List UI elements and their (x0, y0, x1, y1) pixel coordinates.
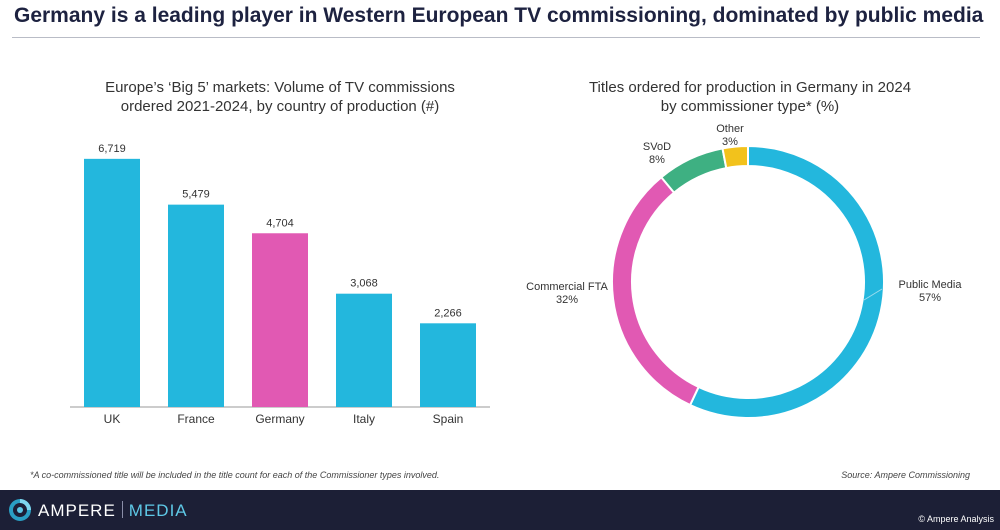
donut-slice-percent: 57% (919, 292, 941, 304)
brand-name-part2: MEDIA (128, 501, 188, 520)
charts-canvas: 6,719 UK 5,479 France 4,704 Germany 3,068 Italy… (70, 123, 963, 426)
bar-france (168, 204, 224, 407)
bar-value-label: 3,068 (350, 278, 378, 290)
bar-uk (84, 158, 140, 407)
donut-chart-title-line2: by commissioner type* (%) (660, 98, 840, 115)
page-title: Germany is a leading player in Western E… (14, 4, 984, 27)
bar-category-label: France (177, 412, 215, 426)
bar-chart-title-line2: ordered 2021-2024, by country of product… (120, 98, 440, 115)
donut-slice-public-media (688, 144, 885, 419)
donut-slice-percent: 3% (722, 136, 738, 148)
donut-slice-label: SVoD (643, 141, 671, 153)
donut-slice-label: Other (716, 123, 744, 135)
donut-slice-other (721, 144, 749, 170)
bar-chart-title: Europe’s ‘Big 5’ markets: Volume of TV c… (60, 78, 500, 116)
donut-leader-line (863, 288, 883, 301)
donut-slice-percent: 32% (556, 294, 578, 306)
donut-slice-label: Commercial FTA (526, 281, 608, 293)
bar-italy (336, 293, 392, 407)
bar-spain (420, 323, 476, 407)
bar-category-label: UK (104, 412, 121, 426)
bar-category-label: Spain (433, 412, 464, 426)
donut-slice-label: Public Media (899, 279, 963, 291)
footnote: *A co-commissioned title will be include… (30, 470, 440, 480)
bar-value-label: 4,704 (266, 217, 294, 229)
bar-category-label: Germany (255, 412, 304, 426)
ampere-logo-icon (9, 499, 31, 521)
donut-slice-commercial-fta (611, 175, 700, 407)
donut-chart-title: Titles ordered for production in Germany… (530, 78, 970, 116)
bar-chart: 6,719 UK 5,479 France 4,704 Germany 3,068 Italy… (70, 143, 490, 426)
brand-name: AMPERE MEDIA (38, 501, 188, 521)
bar-value-label: 5,479 (182, 189, 210, 201)
bar-category-label: Italy (353, 412, 375, 426)
brand-name-part1: AMPERE (38, 501, 116, 520)
bar-chart-title-line1: Europe’s ‘Big 5’ markets: Volume of TV c… (105, 79, 455, 96)
bar-value-label: 6,719 (98, 143, 126, 155)
bar-value-label: 2,266 (434, 307, 462, 319)
donut-slice-svod (659, 147, 728, 195)
donut-slice-percent: 8% (649, 154, 665, 166)
source-note: Source: Ampere Commissioning (841, 470, 970, 480)
footer-bar: AMPERE MEDIA © Ampere Analysis (0, 490, 1000, 530)
brand-separator (121, 501, 123, 518)
title-divider (12, 37, 980, 38)
bar-germany (252, 233, 308, 407)
donut-chart-title-line1: Titles ordered for production in Germany… (588, 79, 912, 96)
copyright: © Ampere Analysis (918, 514, 994, 524)
